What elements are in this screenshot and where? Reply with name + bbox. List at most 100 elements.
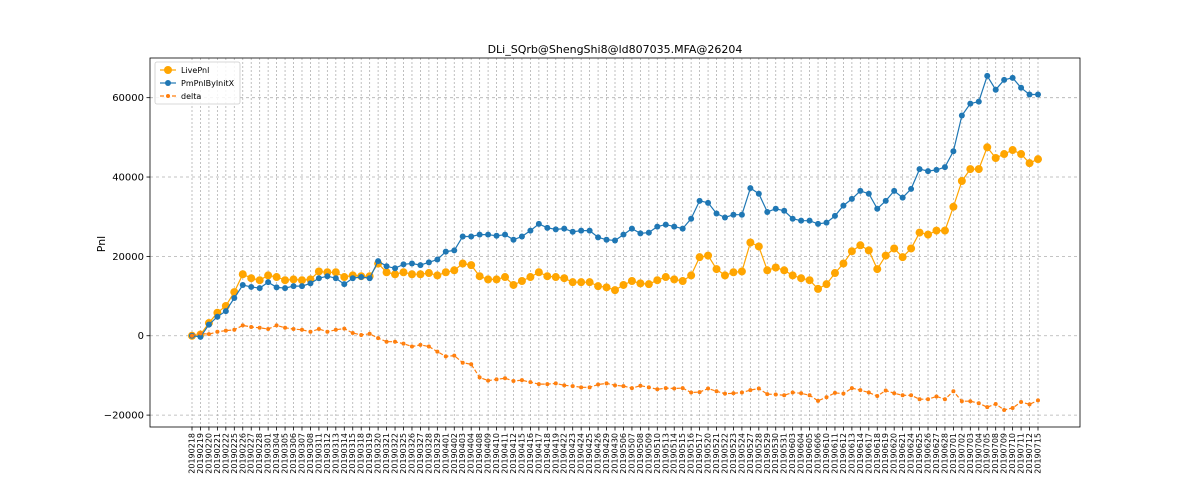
x-tick-label: 20190528 xyxy=(754,433,763,474)
x-tick-label: 20190218 xyxy=(188,433,197,474)
x-tick-label: 20190408 xyxy=(475,433,484,474)
data-point-pmpnlbyinitx xyxy=(1018,84,1025,91)
data-point-pmpnlbyinitx xyxy=(544,224,551,231)
data-point-pmpnlbyinitx xyxy=(848,195,855,202)
x-tick-label: 20190227 xyxy=(247,433,256,474)
data-point-livepnl xyxy=(822,280,831,289)
data-point-livepnl xyxy=(932,226,941,235)
data-point-delta xyxy=(528,380,533,385)
data-point-livepnl xyxy=(991,153,1000,162)
data-point-pmpnlbyinitx xyxy=(645,229,652,236)
x-tick-label: 20190611 xyxy=(830,433,839,474)
data-point-delta xyxy=(325,329,330,334)
data-point-pmpnlbyinitx xyxy=(392,265,399,272)
data-point-delta xyxy=(909,393,914,398)
data-point-delta xyxy=(689,390,694,395)
data-point-delta xyxy=(807,393,812,398)
data-point-delta xyxy=(976,401,981,406)
data-point-livepnl xyxy=(526,273,535,282)
x-tick-label: 20190411 xyxy=(501,433,510,474)
data-point-livepnl xyxy=(704,251,713,260)
data-point-pmpnlbyinitx xyxy=(282,285,289,292)
data-point-livepnl xyxy=(797,274,806,283)
data-point-delta xyxy=(393,339,398,344)
data-point-delta xyxy=(257,325,262,330)
data-point-livepnl xyxy=(890,244,899,253)
data-point-pmpnlbyinitx xyxy=(518,233,525,240)
data-point-livepnl xyxy=(915,228,924,237)
data-point-pmpnlbyinitx xyxy=(984,72,991,79)
data-point-livepnl xyxy=(331,268,340,277)
data-point-delta xyxy=(511,378,516,383)
x-tick-label: 20190606 xyxy=(814,433,823,474)
data-point-pmpnlbyinitx xyxy=(383,263,390,270)
data-point-delta xyxy=(900,393,905,398)
data-point-livepnl xyxy=(399,268,408,277)
data-point-pmpnlbyinitx xyxy=(459,233,466,240)
data-point-pmpnlbyinitx xyxy=(595,234,602,241)
data-point-pmpnlbyinitx xyxy=(908,185,915,192)
data-point-pmpnlbyinitx xyxy=(239,281,246,288)
data-point-delta xyxy=(706,386,711,391)
data-point-delta xyxy=(249,325,254,330)
data-point-livepnl xyxy=(907,244,916,253)
data-point-delta xyxy=(663,386,668,391)
data-point-pmpnlbyinitx xyxy=(925,168,932,175)
x-tick-label: 20190418 xyxy=(543,433,552,474)
x-tick-label: 20190531 xyxy=(780,433,789,474)
data-point-livepnl xyxy=(382,268,391,277)
data-point-delta xyxy=(790,390,795,395)
data-point-pmpnlbyinitx xyxy=(815,220,822,227)
x-tick-label: 20190510 xyxy=(653,433,662,474)
data-point-pmpnlbyinitx xyxy=(738,211,745,218)
data-point-livepnl xyxy=(391,270,400,279)
data-point-pmpnlbyinitx xyxy=(755,190,762,197)
data-point-livepnl xyxy=(424,269,433,278)
x-tick-label: 20190708 xyxy=(991,433,1000,474)
data-point-livepnl xyxy=(433,271,442,280)
data-point-livepnl xyxy=(594,282,603,291)
data-point-delta xyxy=(765,392,770,397)
x-tick-label: 20190219 xyxy=(196,433,205,474)
data-point-livepnl xyxy=(771,263,780,272)
data-point-pmpnlbyinitx xyxy=(628,225,635,232)
data-point-livepnl xyxy=(966,165,975,174)
y-tick-label: 40000 xyxy=(112,173,144,184)
x-tick-label: 20190621 xyxy=(898,433,907,474)
data-point-pmpnlbyinitx xyxy=(654,223,661,230)
data-point-pmpnlbyinitx xyxy=(366,275,373,282)
legend-marker-livepnl xyxy=(164,66,172,74)
data-point-delta xyxy=(1010,405,1015,410)
data-point-delta xyxy=(646,385,651,390)
data-point-livepnl xyxy=(551,273,560,282)
data-point-delta xyxy=(418,342,423,347)
x-tick-label: 20190322 xyxy=(391,433,400,474)
x-tick-label: 20190626 xyxy=(924,433,933,474)
x-tick-label: 20190715 xyxy=(1034,433,1043,474)
x-tick-label: 20190319 xyxy=(365,433,374,474)
x-tick-label: 20190228 xyxy=(255,433,264,474)
data-point-livepnl xyxy=(754,242,763,251)
data-point-delta xyxy=(613,383,617,388)
data-point-livepnl xyxy=(898,253,907,262)
data-point-livepnl xyxy=(729,268,738,277)
x-tick-label: 20190220 xyxy=(204,433,213,474)
data-point-pmpnlbyinitx xyxy=(679,225,686,232)
data-point-delta xyxy=(596,382,601,387)
legend-marker-delta xyxy=(166,94,170,98)
data-point-pmpnlbyinitx xyxy=(831,212,838,219)
data-point-livepnl xyxy=(881,251,890,260)
series-layer xyxy=(188,72,1042,412)
data-point-pmpnlbyinitx xyxy=(256,285,263,292)
data-point-delta xyxy=(376,336,381,341)
x-tick-label: 20190226 xyxy=(238,433,247,474)
data-point-pmpnlbyinitx xyxy=(612,237,618,244)
data-point-delta xyxy=(426,344,431,349)
data-point-livepnl xyxy=(314,267,323,276)
data-point-pmpnlbyinitx xyxy=(1001,76,1008,83)
data-point-livepnl xyxy=(940,226,949,235)
data-point-pmpnlbyinitx xyxy=(425,259,432,266)
data-point-delta xyxy=(587,385,592,390)
data-point-delta xyxy=(985,405,990,410)
x-tick-label: 20190712 xyxy=(1025,433,1034,474)
